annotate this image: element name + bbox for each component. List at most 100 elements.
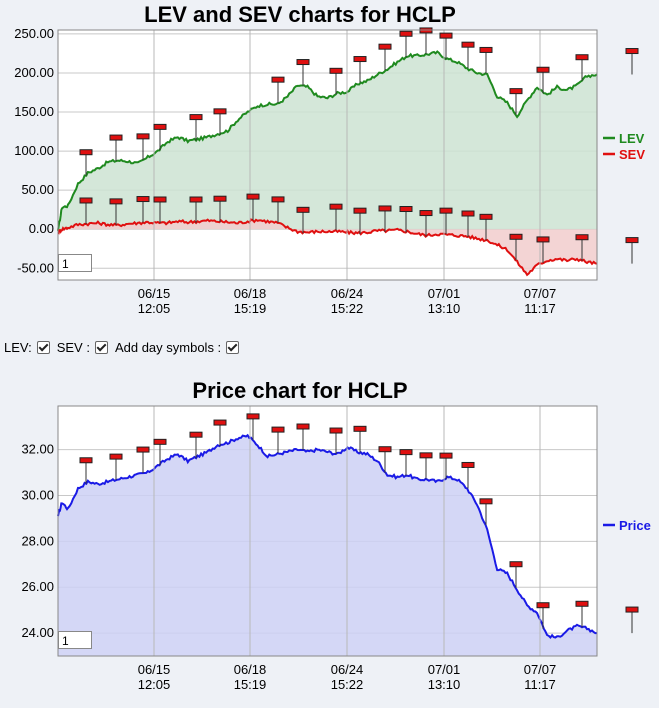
lev-sev-chart: LEV and SEV charts for HCLP 250.00 200.00… [14,2,645,316]
lev-toggle-label: LEV: [4,340,32,355]
series-area-sev [58,219,597,275]
day-marker[interactable] [213,419,227,447]
day-marker[interactable] [329,67,343,95]
x-tick-time: 15:22 [331,677,364,692]
y-tick-label: 200.00 [14,65,54,80]
day-marker[interactable] [136,446,150,474]
x-tick-date: 06/24 [331,662,364,677]
day-marker[interactable] [136,133,150,160]
day-marker[interactable] [109,198,123,225]
x-tick-time: 15:19 [234,677,267,692]
day-marker[interactable] [136,196,150,223]
day-marker[interactable] [271,426,285,454]
day-marker[interactable] [575,54,589,81]
day-marker[interactable] [213,108,227,135]
day-marker[interactable] [329,203,343,231]
chart-title: LEV and SEV charts for HCLP [144,2,456,27]
day-marker[interactable] [536,602,550,629]
day-marker[interactable] [296,59,310,86]
day-marker[interactable] [439,32,453,60]
series-area-lev [58,51,597,231]
day-marker[interactable] [378,43,392,71]
x-tick-date: 07/07 [524,286,557,301]
series-line-price [57,433,597,640]
day-marker[interactable] [536,236,550,263]
day-marker[interactable] [296,206,310,234]
chart-title: Price chart for HCLP [192,378,407,403]
day-marker[interactable] [109,453,123,481]
day-symbols-label: Add day symbols : [114,340,222,355]
zoom-input[interactable]: 1 [58,254,92,272]
day-marker[interactable] [79,149,93,176]
day-marker[interactable] [461,210,475,238]
day-marker[interactable] [575,234,589,261]
day-marker[interactable] [509,233,523,261]
day-marker[interactable] [189,431,203,459]
day-marker[interactable] [575,600,589,628]
day-marker[interactable] [461,461,475,489]
day-marker[interactable] [246,413,260,440]
day-marker[interactable] [479,213,493,241]
day-marker[interactable] [189,196,203,224]
y-tick-label: 32.00 [21,442,54,457]
day-marker[interactable] [246,193,260,221]
legend-item-lev[interactable]: LEV [603,131,645,146]
y-tick-label: 150.00 [14,104,54,119]
price-chart: Price chart for HCLP 32.00 30.00 28.00 26.0… [21,378,651,692]
day-marker[interactable] [625,606,639,634]
day-marker[interactable] [461,41,475,69]
day-marker[interactable] [479,498,493,525]
day-marker[interactable] [439,207,453,235]
sev-checkbox[interactable] [94,341,108,354]
day-marker[interactable] [625,237,639,264]
day-marker[interactable] [79,457,93,484]
y-tick-label: 24.00 [21,625,54,640]
day-marker[interactable] [378,446,392,473]
x-tick-date: 06/15 [138,662,171,677]
day-marker[interactable] [271,196,285,223]
x-tick-time: 13:10 [428,301,461,316]
day-marker[interactable] [353,207,367,235]
day-marker[interactable] [399,449,413,476]
day-marker[interactable] [353,425,367,453]
day-marker[interactable] [419,452,433,479]
plot-border [57,405,598,657]
day-marker[interactable] [509,88,523,115]
y-tick-label: -50.00 [17,260,54,275]
day-marker[interactable] [189,114,203,141]
day-marker[interactable] [353,56,367,83]
day-marker[interactable] [509,561,523,588]
day-marker[interactable] [439,452,453,480]
day-marker[interactable] [378,205,392,232]
x-tick-time: 13:10 [428,677,461,692]
day-marker[interactable] [296,423,310,451]
day-marker[interactable] [479,46,493,74]
lev-checkbox[interactable] [36,341,50,354]
day-marker[interactable] [153,196,167,223]
zoom-input[interactable]: 1 [58,631,92,649]
day-marker[interactable] [399,206,413,233]
day-marker[interactable] [271,76,285,104]
x-tick-time: 11:17 [524,677,556,692]
day-symbols-checkbox[interactable] [226,341,240,354]
svg-text:LEV: LEV [619,131,645,146]
series-area-price [58,435,597,656]
day-marker[interactable] [625,48,639,75]
plot-border [57,29,598,281]
day-marker[interactable] [419,210,433,237]
legend-item-price[interactable]: Price [603,518,651,533]
legend-item-sev[interactable]: SEV [603,147,645,162]
day-marker[interactable] [79,197,93,224]
day-marker[interactable] [153,123,167,151]
day-marker[interactable] [399,30,413,58]
x-tick-time: 11:17 [524,301,556,316]
day-marker[interactable] [329,427,343,455]
day-marker[interactable] [536,66,550,94]
y-tick-label: 0.00 [29,221,54,236]
day-marker[interactable] [213,195,227,223]
sev-toggle-label: SEV : [56,340,90,355]
day-marker[interactable] [109,134,123,162]
series-line-lev [57,50,598,231]
x-tick-time: 12:05 [138,301,171,316]
day-marker[interactable] [153,438,167,466]
